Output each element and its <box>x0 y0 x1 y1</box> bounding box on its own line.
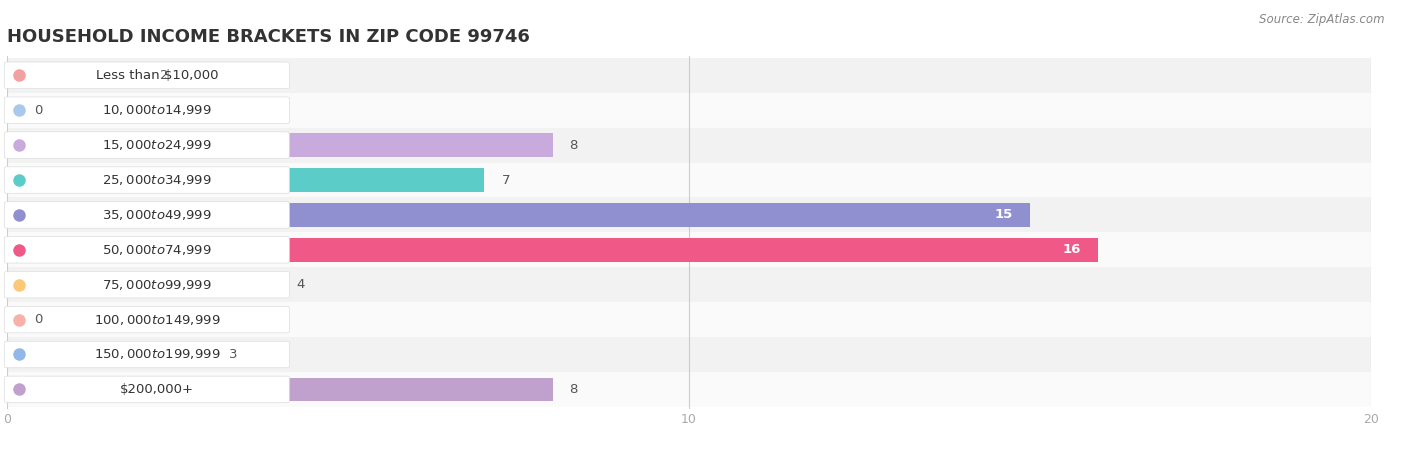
Bar <box>0 163 1406 198</box>
FancyBboxPatch shape <box>4 376 290 403</box>
Text: 15: 15 <box>994 208 1012 221</box>
FancyBboxPatch shape <box>4 272 290 298</box>
Text: $15,000 to $24,999: $15,000 to $24,999 <box>103 138 212 152</box>
Text: $100,000 to $149,999: $100,000 to $149,999 <box>94 313 221 326</box>
Text: $150,000 to $199,999: $150,000 to $199,999 <box>94 348 221 361</box>
Text: 8: 8 <box>569 383 578 396</box>
Bar <box>7 238 1098 262</box>
Bar <box>0 337 1406 372</box>
FancyBboxPatch shape <box>4 132 290 158</box>
Bar <box>7 168 484 192</box>
Text: $200,000+: $200,000+ <box>120 383 194 396</box>
FancyBboxPatch shape <box>4 62 290 88</box>
Bar <box>0 198 1406 233</box>
Bar <box>0 58 1406 93</box>
FancyBboxPatch shape <box>4 97 290 123</box>
Text: 8: 8 <box>569 139 578 152</box>
FancyBboxPatch shape <box>4 306 290 333</box>
Bar <box>0 372 1406 407</box>
Bar <box>7 63 143 87</box>
Text: 7: 7 <box>502 173 510 186</box>
Text: HOUSEHOLD INCOME BRACKETS IN ZIP CODE 99746: HOUSEHOLD INCOME BRACKETS IN ZIP CODE 99… <box>7 28 530 46</box>
Bar <box>7 98 17 122</box>
Text: 4: 4 <box>297 278 305 291</box>
Bar <box>0 267 1406 302</box>
Bar <box>7 203 1029 227</box>
Bar <box>7 378 553 401</box>
Text: $25,000 to $34,999: $25,000 to $34,999 <box>103 173 212 187</box>
Text: 3: 3 <box>229 348 238 361</box>
Bar <box>7 133 553 157</box>
FancyBboxPatch shape <box>4 237 290 263</box>
FancyBboxPatch shape <box>4 167 290 193</box>
Bar <box>7 343 212 366</box>
Text: 2: 2 <box>160 69 169 82</box>
Text: 0: 0 <box>34 313 42 326</box>
Text: Source: ZipAtlas.com: Source: ZipAtlas.com <box>1260 13 1385 26</box>
Bar <box>0 302 1406 337</box>
Text: 16: 16 <box>1063 243 1081 256</box>
Bar <box>0 93 1406 128</box>
Bar <box>7 308 17 331</box>
Text: $10,000 to $14,999: $10,000 to $14,999 <box>103 103 212 117</box>
FancyBboxPatch shape <box>4 202 290 228</box>
Bar <box>0 233 1406 267</box>
Text: 0: 0 <box>34 104 42 117</box>
Bar <box>7 273 280 297</box>
FancyBboxPatch shape <box>4 341 290 368</box>
Text: $35,000 to $49,999: $35,000 to $49,999 <box>103 208 212 222</box>
Text: $50,000 to $74,999: $50,000 to $74,999 <box>103 243 212 257</box>
Text: Less than $10,000: Less than $10,000 <box>96 69 218 82</box>
Bar <box>0 128 1406 163</box>
Text: $75,000 to $99,999: $75,000 to $99,999 <box>103 277 212 292</box>
